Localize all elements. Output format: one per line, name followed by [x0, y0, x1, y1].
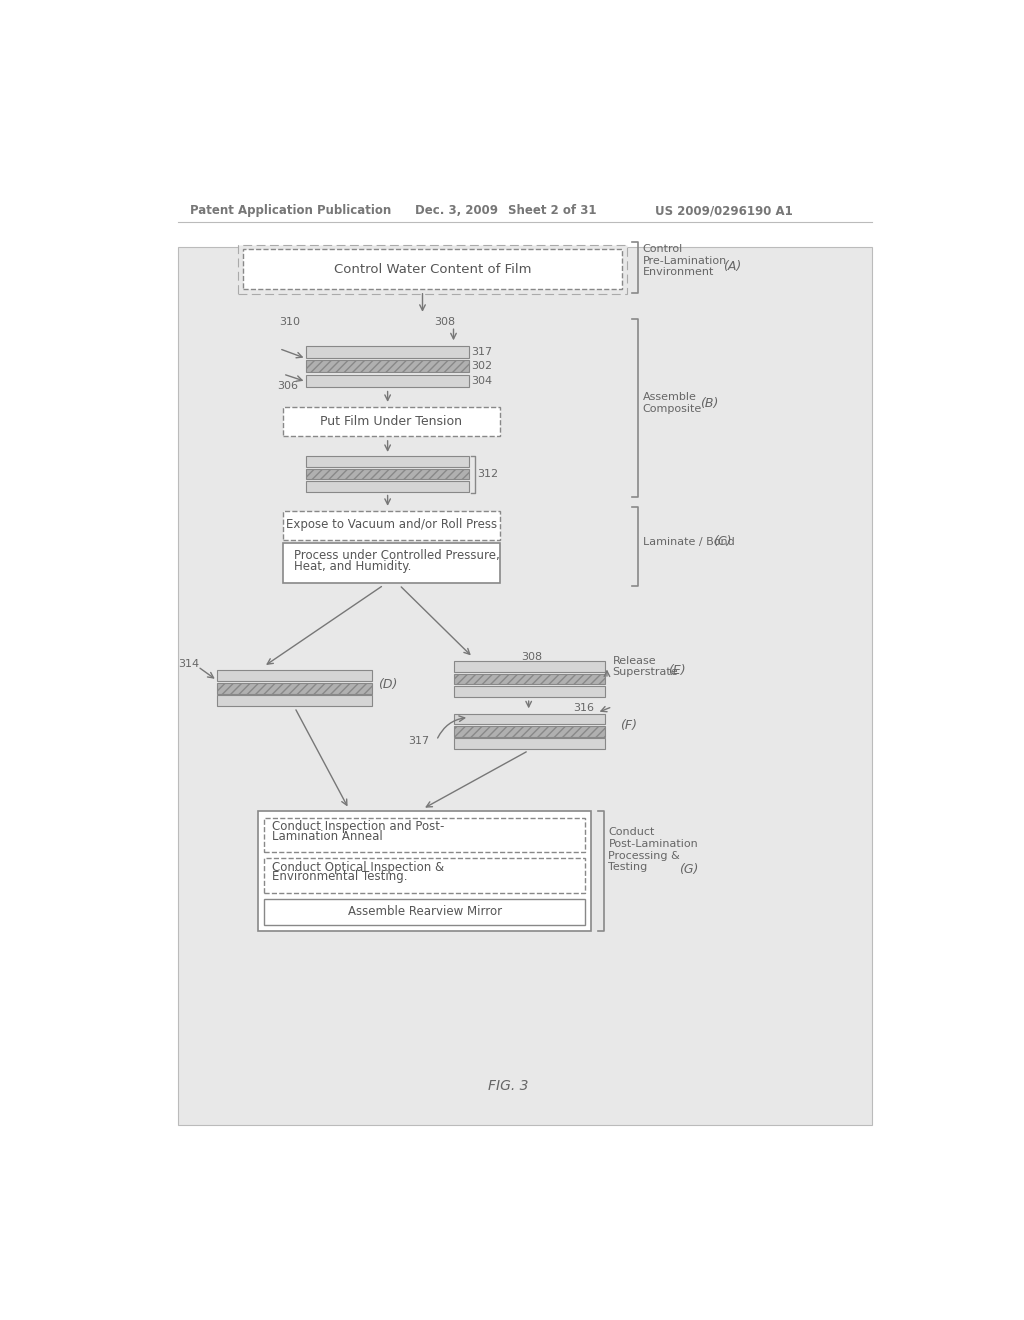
Bar [217, 682, 372, 693]
Text: (D): (D) [378, 677, 397, 690]
Text: (A): (A) [723, 260, 741, 273]
Text: Control Water Content of Film: Control Water Content of Film [334, 263, 531, 276]
Bar [306, 375, 469, 387]
Text: Laminate / Bond: Laminate / Bond [643, 537, 734, 546]
Bar [454, 714, 604, 725]
Bar [283, 511, 500, 540]
Bar [306, 480, 469, 492]
Bar [238, 244, 627, 294]
Bar [306, 360, 469, 372]
Bar [264, 899, 586, 924]
Text: 314: 314 [178, 659, 200, 668]
Text: 310: 310 [280, 317, 300, 327]
Bar [306, 457, 469, 467]
Text: Expose to Vacuum and/or Roll Press: Expose to Vacuum and/or Roll Press [286, 519, 497, 532]
Text: (F): (F) [621, 719, 637, 733]
Text: Environmental Testing.: Environmental Testing. [272, 870, 408, 883]
Text: Lamination Anneal: Lamination Anneal [272, 829, 383, 842]
Bar [454, 738, 604, 748]
Bar [264, 817, 586, 853]
Text: Assemble Rearview Mirror: Assemble Rearview Mirror [348, 906, 502, 917]
Text: Assemble
Composite: Assemble Composite [643, 392, 701, 414]
Text: Process under Controlled Pressure,: Process under Controlled Pressure, [294, 549, 500, 562]
Text: FIG. 3: FIG. 3 [487, 1080, 528, 1093]
Text: 308: 308 [521, 652, 542, 663]
Bar [243, 249, 623, 289]
Text: Release
Superstrate: Release Superstrate [612, 656, 678, 677]
Text: Conduct Optical Inspection &: Conduct Optical Inspection & [272, 861, 444, 874]
Bar [283, 544, 500, 583]
Bar [258, 812, 592, 931]
Text: Conduct Inspection and Post-: Conduct Inspection and Post- [272, 820, 444, 833]
Text: (B): (B) [700, 397, 718, 409]
Text: 306: 306 [276, 380, 298, 391]
Bar [264, 858, 586, 892]
Text: Heat, and Humidity.: Heat, and Humidity. [294, 560, 412, 573]
Bar [178, 247, 872, 1125]
Text: 312: 312 [477, 469, 499, 479]
Text: (G): (G) [679, 862, 698, 875]
Text: Conduct
Post-Lamination
Processing &
Testing: Conduct Post-Lamination Processing & Tes… [608, 828, 698, 873]
Text: 308: 308 [434, 317, 456, 327]
Text: 316: 316 [573, 704, 595, 713]
Text: US 2009/0296190 A1: US 2009/0296190 A1 [655, 205, 793, 218]
Text: Patent Application Publication: Patent Application Publication [190, 205, 391, 218]
Bar [217, 696, 372, 706]
Bar [306, 469, 469, 479]
Text: (C): (C) [713, 536, 731, 548]
Text: Put Film Under Tension: Put Film Under Tension [321, 416, 463, 428]
Bar [454, 673, 604, 684]
Text: Control
Pre-Lamination
Environment: Control Pre-Lamination Environment [643, 244, 727, 277]
Text: 304: 304 [471, 376, 493, 385]
Text: (E): (E) [669, 664, 686, 677]
Text: 317: 317 [409, 735, 430, 746]
Text: 302: 302 [471, 362, 493, 371]
Bar [454, 686, 604, 697]
Bar [217, 671, 372, 681]
Text: Dec. 3, 2009: Dec. 3, 2009 [415, 205, 498, 218]
Bar [454, 661, 604, 672]
Text: Sheet 2 of 31: Sheet 2 of 31 [508, 205, 596, 218]
Bar [306, 346, 469, 358]
Bar [454, 726, 604, 737]
Bar [283, 407, 500, 437]
Text: 317: 317 [471, 347, 493, 356]
